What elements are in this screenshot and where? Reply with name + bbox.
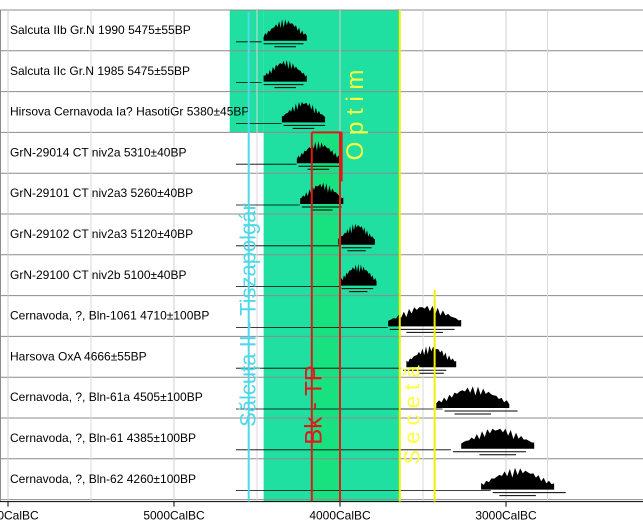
distribution-mark [263, 19, 307, 41]
distribution-mark [296, 141, 340, 164]
labels-layer: Salcuta IIb Gr.N 1990 5475±55BP Salcuta I… [10, 23, 249, 486]
sample-label: GrN-29102 CT niv2a3 5120±40BP [10, 227, 193, 241]
sample-label: Harsova OxA 4666±55BP [10, 349, 147, 363]
sample-label: GrN-29100 CT niv2b 5100±40BP [10, 268, 186, 282]
x-tick-label: 3000CalBC [475, 509, 537, 523]
sample-label: Cernavoda, ?, Bln-62 4260±100BP [10, 472, 196, 486]
annotations-layer: Sălcuța II - Tiszapolgár O p t i m Bk - TP… [235, 10, 436, 502]
sample-label: GrN-29101 CT niv2a3 5260±40BP [10, 186, 193, 200]
optimum-band-top [229, 10, 264, 133]
x-tick-label: 4000CalBC [309, 509, 371, 523]
annotation-seceta: S e c e t ă [400, 365, 425, 465]
distribution-mark [436, 386, 510, 408]
annotation-bk-tp: Bk - TP [301, 365, 328, 445]
distribution-mark [406, 345, 457, 368]
distribution-mark [340, 263, 377, 286]
distributions-layer [236, 19, 566, 497]
sample-label: Salcuta IIb Gr.N 1990 5475±55BP [10, 23, 191, 37]
distribution-mark [338, 223, 375, 245]
annotation-optim: O p t i m [342, 70, 369, 161]
sample-label: Hirsova Cernavoda Ia? HasotiGr 5380±45BP [10, 105, 249, 119]
annotation-salcuta: Sălcuța II - Tiszapolgár [235, 203, 260, 427]
x-axis: 6000CalBC 5000CalBC 4000CalBC 3000CalBC [0, 501, 643, 523]
x-tick-label: 6000CalBC [0, 509, 39, 523]
sample-label: Cernavoda, ?, Bln-1061 4710±100BP [10, 309, 209, 323]
sample-label: Cernavoda, ?, Bln-61 4385±100BP [10, 431, 196, 445]
sample-label: Salcuta IIc Gr.N 1985 5475±55BP [10, 64, 190, 78]
distribution-mark [461, 428, 535, 449]
distribution-mark [281, 101, 326, 123]
distribution-mark [481, 467, 555, 490]
sample-label: Cernavoda, ?, Bln-61a 4505±100BP [10, 390, 203, 404]
x-tick-label: 5000CalBC [143, 509, 205, 523]
distribution-mark [263, 59, 307, 82]
distribution-mark [388, 305, 462, 327]
sample-label: GrN-29014 CT niv2a 5310±40BP [10, 145, 186, 159]
